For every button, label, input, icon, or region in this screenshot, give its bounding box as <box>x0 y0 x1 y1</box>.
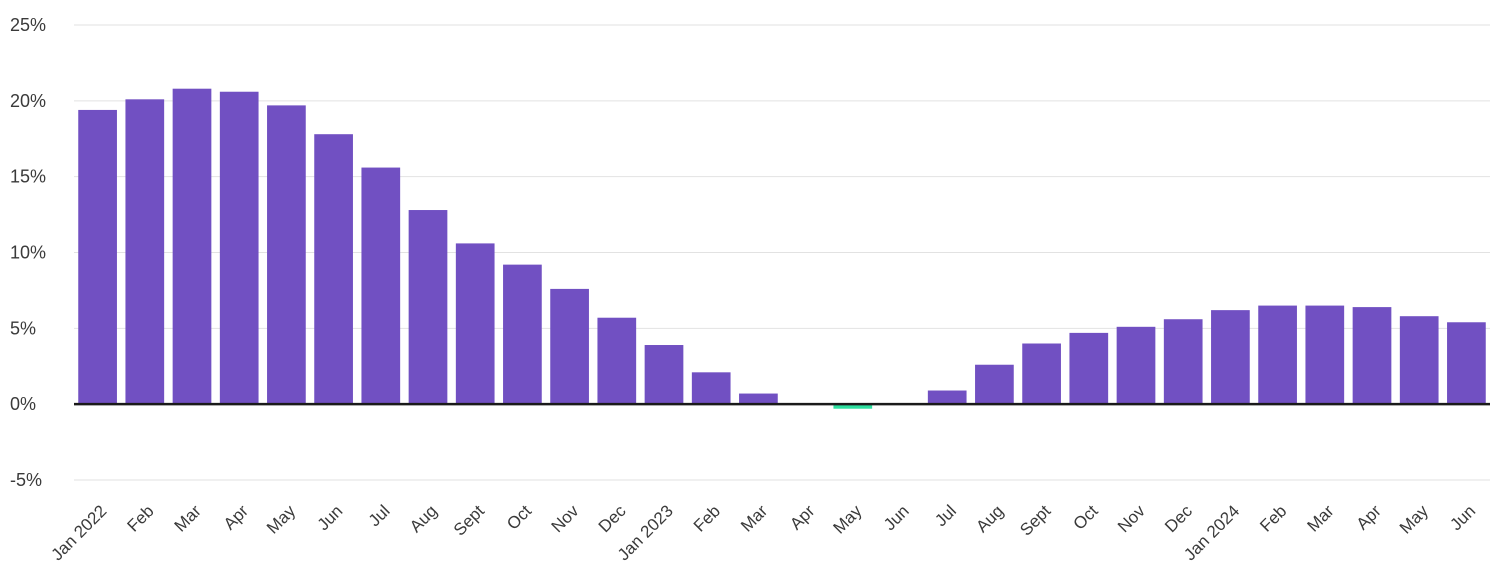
x-tick-label: Nov <box>1114 501 1149 536</box>
bar <box>1116 326 1156 405</box>
bar <box>739 393 778 405</box>
x-tick-label: Nov <box>548 501 583 536</box>
bar <box>314 134 353 405</box>
y-tick-label: 20% <box>10 91 46 111</box>
x-tick-label: Aug <box>406 501 441 536</box>
bar <box>691 372 731 405</box>
gridlines <box>74 24 1490 481</box>
bar <box>1399 316 1439 405</box>
x-tick-label: Feb <box>1256 501 1290 535</box>
x-tick-label: May <box>829 501 865 537</box>
bar <box>1211 310 1250 405</box>
x-tick-label: Jun <box>880 501 913 534</box>
x-tick-label: Apr <box>220 501 252 533</box>
x-tick-label: Jun <box>1446 501 1479 534</box>
bar <box>1163 319 1203 405</box>
bar <box>172 88 212 405</box>
x-tick-label: Jan 2022 <box>48 501 111 564</box>
x-tick-label: Oct <box>1069 501 1101 533</box>
bar <box>1447 322 1486 405</box>
y-tick-label: -5% <box>10 470 42 490</box>
y-axis-tick-labels: 25% 20% 15% 10% 5% 0% -5% <box>10 15 46 490</box>
x-tick-label: Aug <box>972 501 1007 536</box>
x-tick-label: Mar <box>1303 501 1337 535</box>
bar <box>1022 343 1061 405</box>
bar <box>361 167 401 405</box>
bar <box>503 264 542 405</box>
x-tick-label: May <box>1396 501 1432 537</box>
x-tick-label: Jul <box>365 501 394 530</box>
x-tick-label: Apr <box>1353 501 1385 533</box>
bar <box>219 91 259 405</box>
bar <box>1258 305 1297 405</box>
bar <box>455 243 495 405</box>
x-tick-label: Sept <box>450 501 488 539</box>
x-tick-label: Jul <box>931 501 960 530</box>
bar <box>644 345 684 405</box>
x-tick-label: May <box>263 501 299 537</box>
bar <box>550 288 589 405</box>
bar <box>125 99 165 405</box>
x-tick-label: Feb <box>123 501 157 535</box>
bars <box>78 88 1486 409</box>
y-tick-label: 0% <box>10 394 36 414</box>
x-tick-label: Mar <box>737 501 771 535</box>
x-axis-tick-labels: Jan 2022 Feb Mar Apr May Jun Jul Aug Sept Oct Nov D… <box>48 501 1480 564</box>
bar <box>267 105 306 405</box>
x-tick-label: Feb <box>690 501 724 535</box>
x-tick-label: Apr <box>786 501 818 533</box>
y-tick-label: 10% <box>10 243 46 263</box>
x-tick-label: Oct <box>503 501 535 533</box>
bar <box>975 364 1014 405</box>
x-tick-label: Mar <box>171 501 205 535</box>
bar <box>833 404 873 409</box>
bar <box>408 210 448 405</box>
x-tick-label: Dec <box>1161 501 1196 536</box>
bar <box>927 390 967 405</box>
bar <box>78 109 117 405</box>
bar <box>1305 305 1345 405</box>
x-tick-label: Sept <box>1016 501 1054 539</box>
bar <box>1069 332 1109 405</box>
y-tick-label: 5% <box>10 318 36 338</box>
y-tick-label: 15% <box>10 167 46 187</box>
x-tick-label: Dec <box>595 501 630 536</box>
bar <box>597 317 637 405</box>
bar <box>1352 307 1392 405</box>
y-tick-label: 25% <box>10 15 46 35</box>
x-tick-label: Jun <box>314 501 347 534</box>
